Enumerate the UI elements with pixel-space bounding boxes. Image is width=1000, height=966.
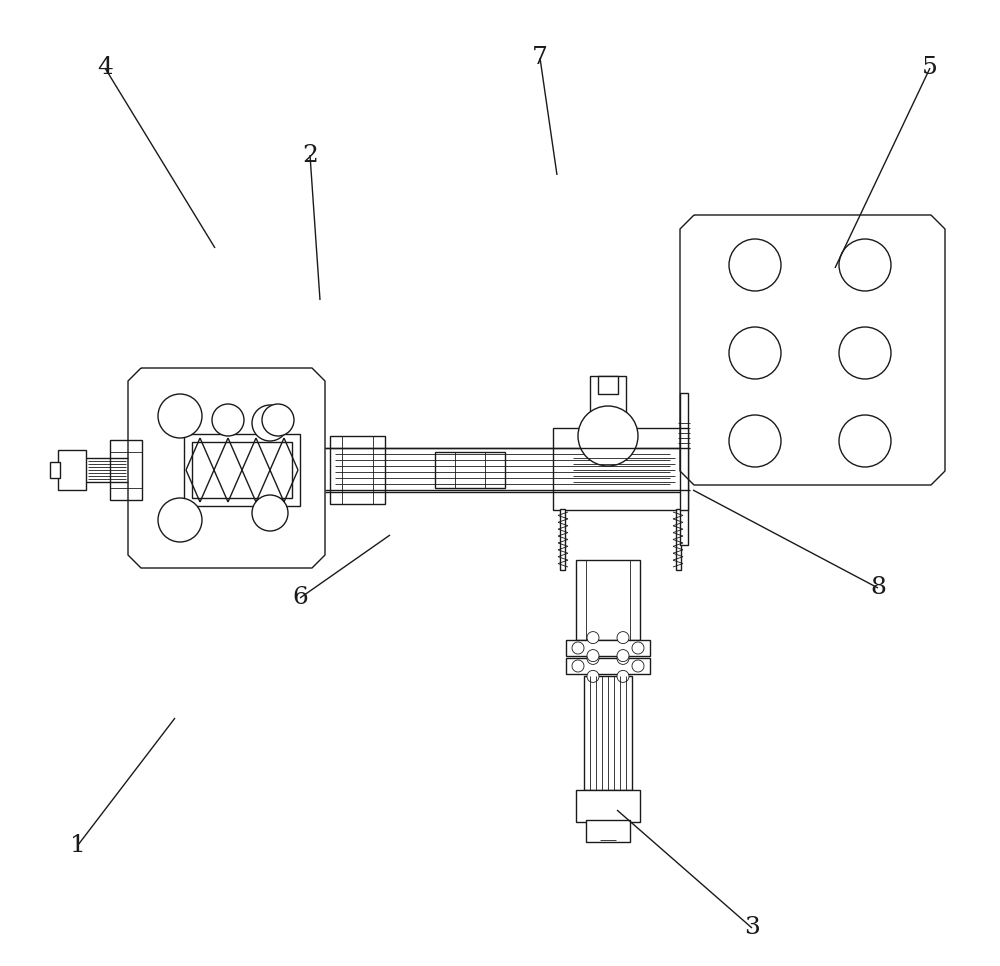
Circle shape — [729, 415, 781, 467]
Circle shape — [252, 495, 288, 531]
Text: 5: 5 — [922, 56, 938, 79]
Bar — [50, 462, 60, 478]
Bar — [576, 790, 640, 822]
Circle shape — [587, 652, 599, 665]
Circle shape — [617, 632, 629, 643]
Text: 7: 7 — [532, 46, 548, 70]
Bar — [192, 442, 292, 498]
Bar — [680, 393, 688, 545]
Circle shape — [212, 404, 244, 436]
Circle shape — [839, 239, 891, 291]
Bar — [560, 509, 565, 570]
Bar — [590, 376, 626, 428]
Circle shape — [252, 405, 288, 441]
Bar — [58, 450, 86, 490]
Circle shape — [587, 649, 599, 662]
Text: 8: 8 — [870, 577, 886, 600]
Text: 3: 3 — [744, 917, 760, 940]
Circle shape — [587, 670, 599, 682]
Circle shape — [572, 660, 584, 672]
Circle shape — [617, 649, 629, 662]
Bar — [676, 509, 681, 570]
Text: 6: 6 — [292, 586, 308, 610]
Circle shape — [839, 415, 891, 467]
Circle shape — [572, 642, 584, 654]
Bar — [576, 560, 640, 640]
Circle shape — [262, 404, 294, 436]
Bar — [566, 658, 650, 674]
Bar — [553, 428, 688, 510]
Text: 2: 2 — [302, 144, 318, 166]
Circle shape — [617, 652, 629, 665]
Circle shape — [729, 327, 781, 379]
Circle shape — [632, 642, 644, 654]
Circle shape — [729, 239, 781, 291]
Circle shape — [839, 327, 891, 379]
Bar — [566, 640, 650, 656]
Bar — [110, 440, 142, 500]
Text: 4: 4 — [97, 56, 113, 79]
Circle shape — [578, 406, 638, 466]
Bar — [586, 820, 630, 842]
Circle shape — [158, 394, 202, 438]
Bar — [598, 376, 618, 394]
Circle shape — [617, 670, 629, 682]
Text: 1: 1 — [70, 834, 86, 857]
Bar — [184, 434, 300, 506]
Circle shape — [158, 498, 202, 542]
Bar — [330, 436, 385, 504]
Bar — [435, 452, 505, 488]
Circle shape — [587, 632, 599, 643]
Circle shape — [632, 660, 644, 672]
Bar — [584, 676, 632, 790]
